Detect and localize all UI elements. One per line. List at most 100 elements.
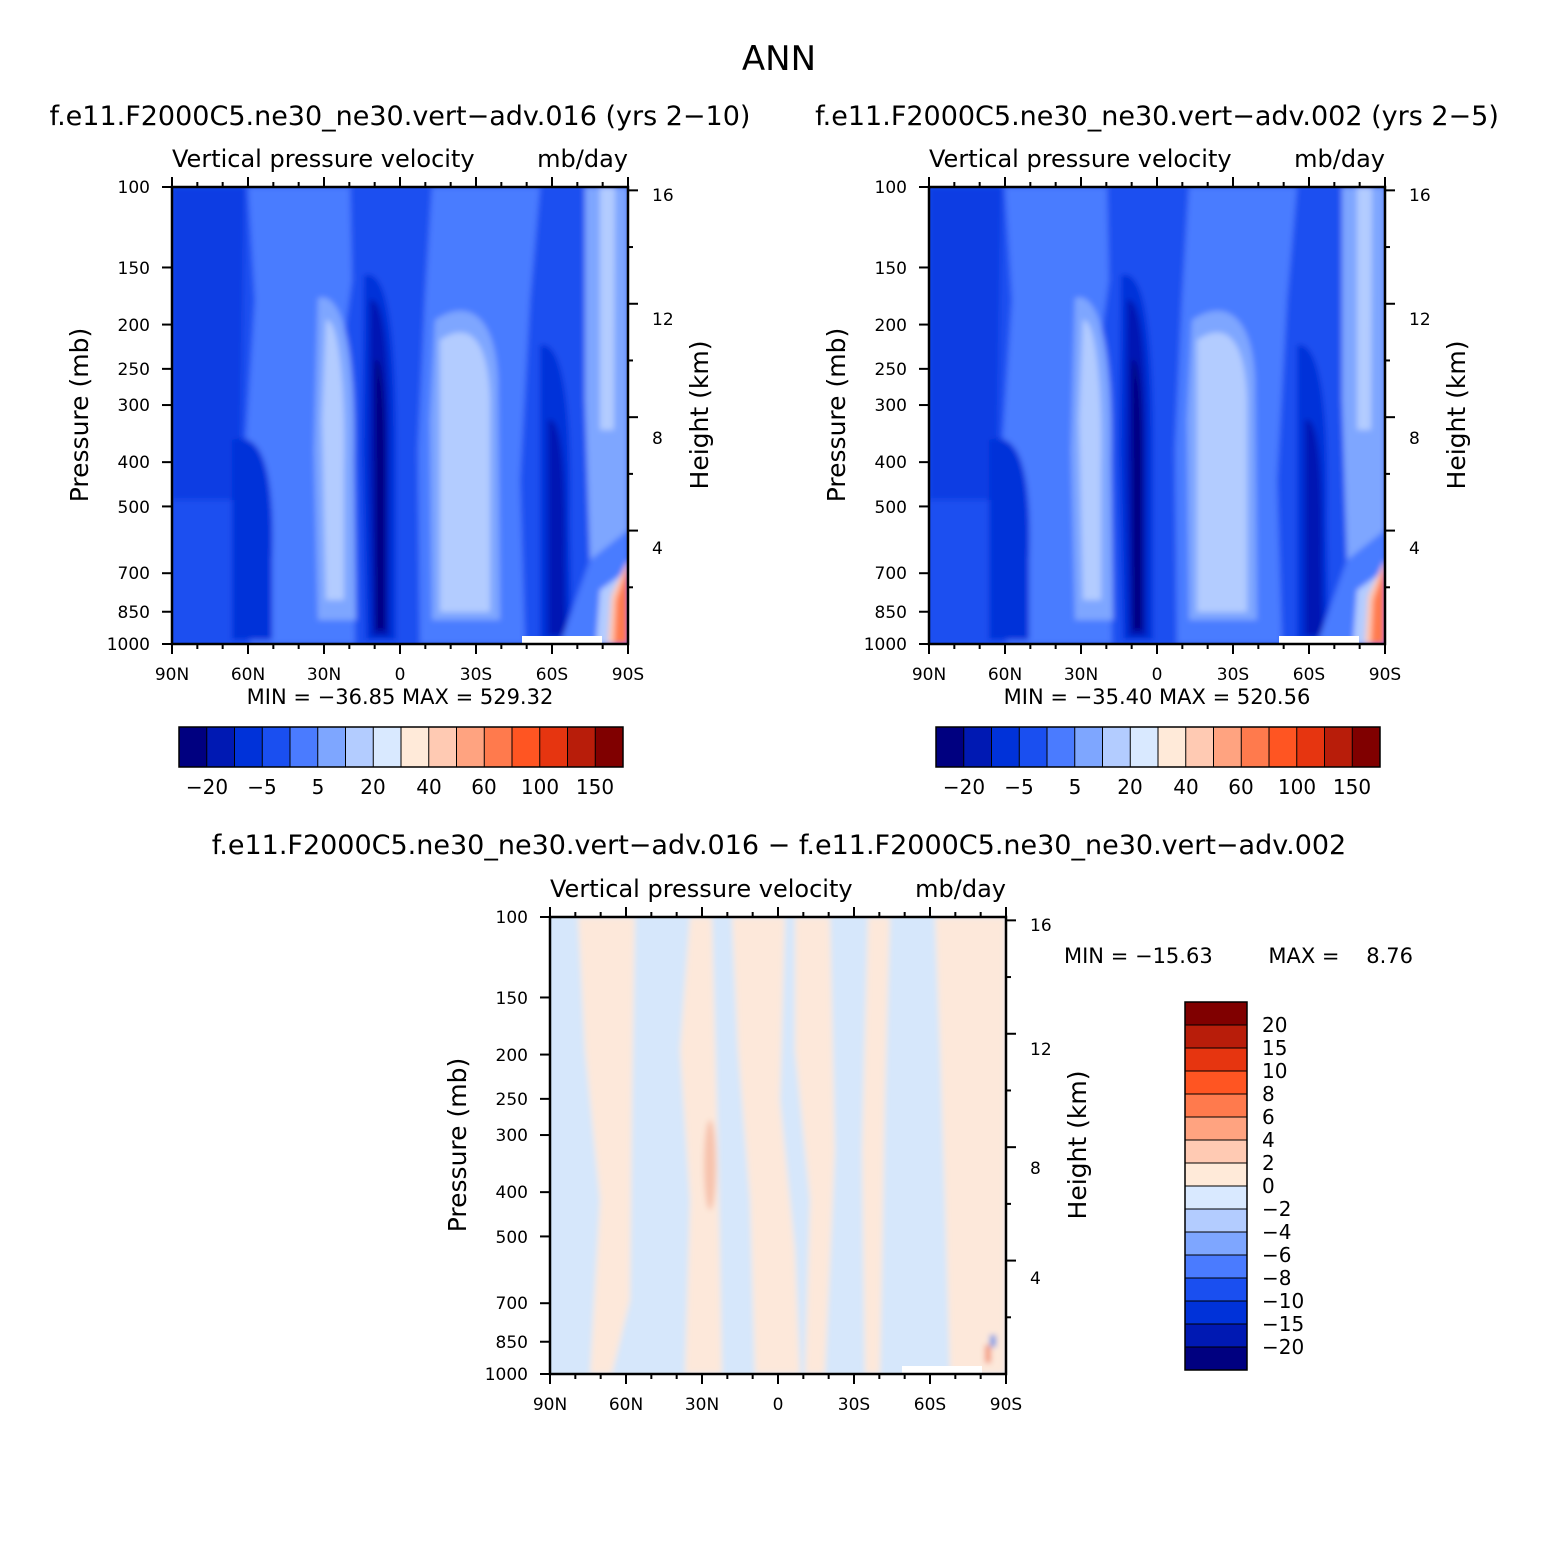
- panel-1-y-tick-labels: 100 150 200 250 300 400 500 700 850 1000: [107, 178, 150, 655]
- panel-1-x-tick-label: 90N: [155, 665, 189, 685]
- panel-1-y2-tick-label: 8: [652, 429, 663, 449]
- panel-3-colorbar-label: 2: [1262, 1151, 1275, 1175]
- panel-2-x-tick-label: 90N: [912, 665, 946, 685]
- colorbar-frame: [178, 726, 624, 768]
- panel-1-colorbar-swatch: [179, 727, 623, 767]
- panel-3-colorbar-label: −2: [1262, 1197, 1291, 1221]
- panel-3-colorbar-label: 4: [1262, 1128, 1275, 1152]
- axis-tick-marks: [162, 177, 1395, 1384]
- panel-1-colorbar-label: 150: [576, 775, 614, 799]
- panel-1-missing-strip: [522, 636, 602, 644]
- panel-3-contours: [550, 917, 1006, 1374]
- panel-2-y2label: Height (km): [1442, 341, 1471, 490]
- panel-2-x-tick-label: 90S: [1369, 665, 1401, 685]
- panel-2-ylabel: Pressure (mb): [822, 328, 851, 502]
- panel-1-x-tick-label: 90S: [612, 665, 644, 685]
- panel-3-x-tick-label: 0: [773, 1395, 784, 1415]
- panel-2-y-tick-labels: 100 150 200 250 300 400 500 700 850 1000: [864, 178, 907, 655]
- panel-2-stats: MIN = −35.40 MAX = 520.56: [1004, 685, 1311, 709]
- panel-2-colorbar-label: 20: [1117, 775, 1142, 799]
- panel-2-y-tick-label: 300: [875, 396, 907, 416]
- panel-2-title: f.e11.F2000C5.ne30_ne30.vert−adv.002 (yr…: [815, 101, 1499, 132]
- panel-2-colorbar-swatch: [936, 727, 1380, 767]
- panel-2-y-tick-label: 250: [875, 360, 907, 380]
- panel-1-subtitle-right: mb/day: [537, 145, 628, 173]
- panel-3-y2-tick-label: 4: [1030, 1269, 1041, 1289]
- panel-3-y-tick-label: 250: [496, 1090, 528, 1110]
- panel-3-x-tick-label: 60S: [914, 1395, 946, 1415]
- panel-2-x-tick-label: 60S: [1293, 665, 1325, 685]
- panel-2-x-tick-labels: 90N 60N 30N 0 30S 60S 90S: [912, 665, 1401, 685]
- panel-2-y-tick-label: 850: [875, 603, 907, 623]
- panel-2-y-tick-label: 200: [875, 316, 907, 336]
- panel-3-y-tick-label: 400: [496, 1183, 528, 1203]
- panel-3-colorbar-label: −15: [1262, 1312, 1304, 1336]
- panel-2-missing-strip: [1279, 636, 1359, 644]
- panel-3-y-tick-label: 500: [496, 1228, 528, 1248]
- panel-3-y2label: Height (km): [1063, 1071, 1092, 1220]
- panel-1-y-tick-label: 150: [118, 259, 150, 279]
- panel-2-y-tick-label: 400: [875, 453, 907, 473]
- panel-1-y2label: Height (km): [685, 341, 714, 490]
- panel-1-colorbar-label: −20: [186, 775, 228, 799]
- panel-1-field: [172, 187, 628, 644]
- panel-1-y-tick-label: 200: [118, 316, 150, 336]
- panel-1-y-tick-label: 500: [118, 498, 150, 518]
- panel-3-colorbar-label: −10: [1262, 1289, 1304, 1313]
- panel-1-colorbar-label: 100: [521, 775, 559, 799]
- panel-1-colorbar-label: 40: [416, 775, 441, 799]
- panel-3-y-tick-label: 850: [496, 1333, 528, 1353]
- panel-3-colorbar-swatch: [1184, 1001, 1248, 1371]
- panel-1: f.e11.F2000C5.ne30_ne30.vert−adv.016 (yr…: [50, 101, 751, 799]
- panel-3-y2-tick-labels: 16 12 8 4: [1030, 916, 1052, 1289]
- panel-1-y2-tick-label: 4: [652, 539, 663, 559]
- panel-3-colorbar-label: 10: [1262, 1059, 1287, 1083]
- panel-3-field: [550, 917, 1006, 1374]
- colorbar-dividers: [178, 726, 1381, 768]
- panel-3: f.e11.F2000C5.ne30_ne30.vert−adv.016 − f…: [212, 830, 1413, 1415]
- panel-2: f.e11.F2000C5.ne30_ne30.vert−adv.002 (yr…: [815, 101, 1499, 799]
- panel-2-x-tick-label: 30S: [1217, 665, 1249, 685]
- panel-1-colorbar-label: 5: [312, 775, 325, 799]
- panel-3-subtitle-right: mb/day: [915, 875, 1006, 903]
- panel-3-y-tick-label: 300: [496, 1126, 528, 1146]
- panel-2-y-tick-label: 100: [875, 178, 907, 198]
- panel-1-title: f.e11.F2000C5.ne30_ne30.vert−adv.016 (yr…: [50, 101, 751, 132]
- panel-1-y-tick-label: 400: [118, 453, 150, 473]
- panel-2-colorbar-label: 5: [1069, 775, 1082, 799]
- panel-1-y-tick-label: 300: [118, 396, 150, 416]
- panel-2-y-tick-label: 1000: [864, 635, 907, 655]
- panel-1-y2-tick-label: 16: [652, 186, 674, 206]
- panel-2-colorbar-label: −20: [943, 775, 985, 799]
- panel-1-subtitle-left: Vertical pressure velocity: [172, 145, 475, 173]
- panel-3-subtitle-left: Vertical pressure velocity: [550, 875, 853, 903]
- panel-2-x-tick-label: 30N: [1064, 665, 1098, 685]
- panel-1-colorbar-labels: −20 −5 5 20 40 60 100 150: [186, 775, 614, 799]
- panel-3-missing-strip: [902, 1366, 982, 1374]
- panel-1-contours: [172, 187, 628, 644]
- panel-1-y-tick-label: 100: [118, 178, 150, 198]
- panel-3-colorbar-label: −20: [1262, 1335, 1304, 1359]
- panel-1-x-tick-label: 60S: [536, 665, 568, 685]
- panel-1-y-tick-label: 700: [118, 564, 150, 584]
- panel-3-colorbar-label: 20: [1262, 1013, 1287, 1037]
- panel-2-field: [929, 187, 1385, 644]
- panel-3-colorbar-labels: 20 15 10 8 6 4 2 0 −2 −4 −6 −8 −10 −15 −…: [1262, 1013, 1304, 1359]
- panel-3-y-tick-label: 200: [496, 1046, 528, 1066]
- panel-3-colorbar: 20 15 10 8 6 4 2 0 −2 −4 −6 −8 −10 −15 −…: [1184, 1001, 1304, 1371]
- panel-1-colorbar: −20 −5 5 20 40 60 100 150: [179, 727, 623, 799]
- panel-2-colorbar-labels: −20 −5 5 20 40 60 100 150: [943, 775, 1371, 799]
- panel-2-y2-tick-labels: 16 12 8 4: [1409, 186, 1431, 559]
- panel-3-x-tick-label: 30N: [685, 1395, 719, 1415]
- panel-3-colorbar-label: −8: [1262, 1266, 1291, 1290]
- panel-1-y2-tick-labels: 16 12 8 4: [652, 186, 674, 559]
- panel-3-title: f.e11.F2000C5.ne30_ne30.vert−adv.016 − f…: [212, 830, 1347, 861]
- panel-2-y-tick-label: 150: [875, 259, 907, 279]
- panel-3-x-tick-label: 90N: [533, 1395, 567, 1415]
- panel-2-y2-tick-label: 16: [1409, 186, 1431, 206]
- panel-2-contours: [929, 187, 1385, 644]
- panel-3-x-tick-label: 60N: [609, 1395, 643, 1415]
- panel-2-subtitle-left: Vertical pressure velocity: [929, 145, 1232, 173]
- panel-1-x-tick-label: 0: [395, 665, 406, 685]
